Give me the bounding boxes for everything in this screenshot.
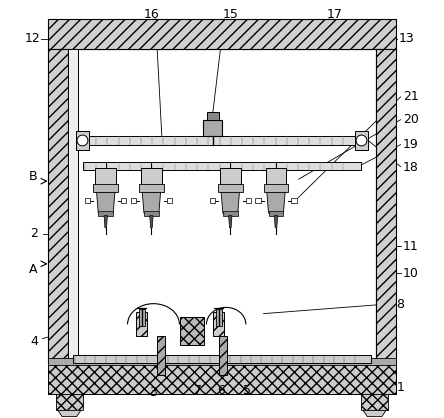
Text: 10: 10 <box>403 267 419 280</box>
Bar <box>56 394 83 410</box>
Bar <box>157 336 165 375</box>
Bar <box>220 168 241 185</box>
Bar <box>98 211 113 216</box>
Bar <box>144 211 159 216</box>
Bar <box>255 198 261 203</box>
Text: 18: 18 <box>403 161 419 174</box>
Text: 11: 11 <box>403 240 419 253</box>
Bar <box>48 363 396 394</box>
Bar <box>246 198 251 203</box>
Text: 7: 7 <box>194 385 202 398</box>
Bar <box>218 184 243 192</box>
Polygon shape <box>363 410 386 417</box>
Polygon shape <box>142 192 161 213</box>
Bar <box>139 184 164 192</box>
Polygon shape <box>229 216 232 228</box>
Bar <box>85 198 91 203</box>
Circle shape <box>356 135 367 146</box>
Bar <box>203 120 222 135</box>
Bar <box>266 168 286 185</box>
Circle shape <box>77 135 88 146</box>
Text: B: B <box>29 170 37 183</box>
Bar <box>72 355 372 363</box>
Text: 8: 8 <box>396 298 404 311</box>
Bar <box>83 162 361 170</box>
Bar <box>355 131 368 150</box>
Text: 2: 2 <box>30 227 38 240</box>
Bar <box>223 211 238 216</box>
Bar <box>68 49 78 363</box>
Text: 17: 17 <box>326 8 342 21</box>
Bar <box>216 308 222 326</box>
Polygon shape <box>267 192 285 213</box>
Bar <box>83 135 361 145</box>
Bar <box>76 131 89 150</box>
Bar <box>48 49 68 363</box>
Bar <box>269 211 283 216</box>
Text: 5: 5 <box>243 385 251 398</box>
Text: 21: 21 <box>403 90 419 103</box>
Bar <box>180 316 204 345</box>
Text: 20: 20 <box>403 113 419 126</box>
Polygon shape <box>104 216 107 228</box>
Text: 3: 3 <box>149 386 157 399</box>
Text: 4: 4 <box>30 335 38 348</box>
Bar <box>48 359 396 365</box>
Bar <box>264 184 289 192</box>
Bar <box>93 184 118 192</box>
Text: 15: 15 <box>222 8 238 21</box>
Polygon shape <box>58 410 81 417</box>
Text: 13: 13 <box>399 32 415 45</box>
Bar <box>68 49 376 363</box>
Bar <box>167 198 172 203</box>
Polygon shape <box>150 216 153 228</box>
Bar <box>210 198 215 203</box>
Text: A: A <box>29 263 37 276</box>
Text: 1: 1 <box>396 381 404 394</box>
Text: 19: 19 <box>403 138 419 151</box>
Polygon shape <box>274 216 278 228</box>
Bar <box>121 198 127 203</box>
Bar <box>141 168 162 185</box>
Bar <box>131 198 136 203</box>
Bar <box>361 394 388 410</box>
Text: 6: 6 <box>217 385 225 398</box>
Bar <box>139 308 145 326</box>
Bar <box>213 312 224 336</box>
Bar <box>291 198 297 203</box>
Bar <box>376 49 396 363</box>
Polygon shape <box>97 192 115 213</box>
Bar <box>95 168 116 185</box>
Bar <box>206 112 219 120</box>
Polygon shape <box>221 192 239 213</box>
Text: 12: 12 <box>24 32 40 45</box>
Bar <box>48 19 396 49</box>
Bar <box>136 312 147 336</box>
Text: 16: 16 <box>143 8 159 21</box>
Bar <box>219 336 226 375</box>
